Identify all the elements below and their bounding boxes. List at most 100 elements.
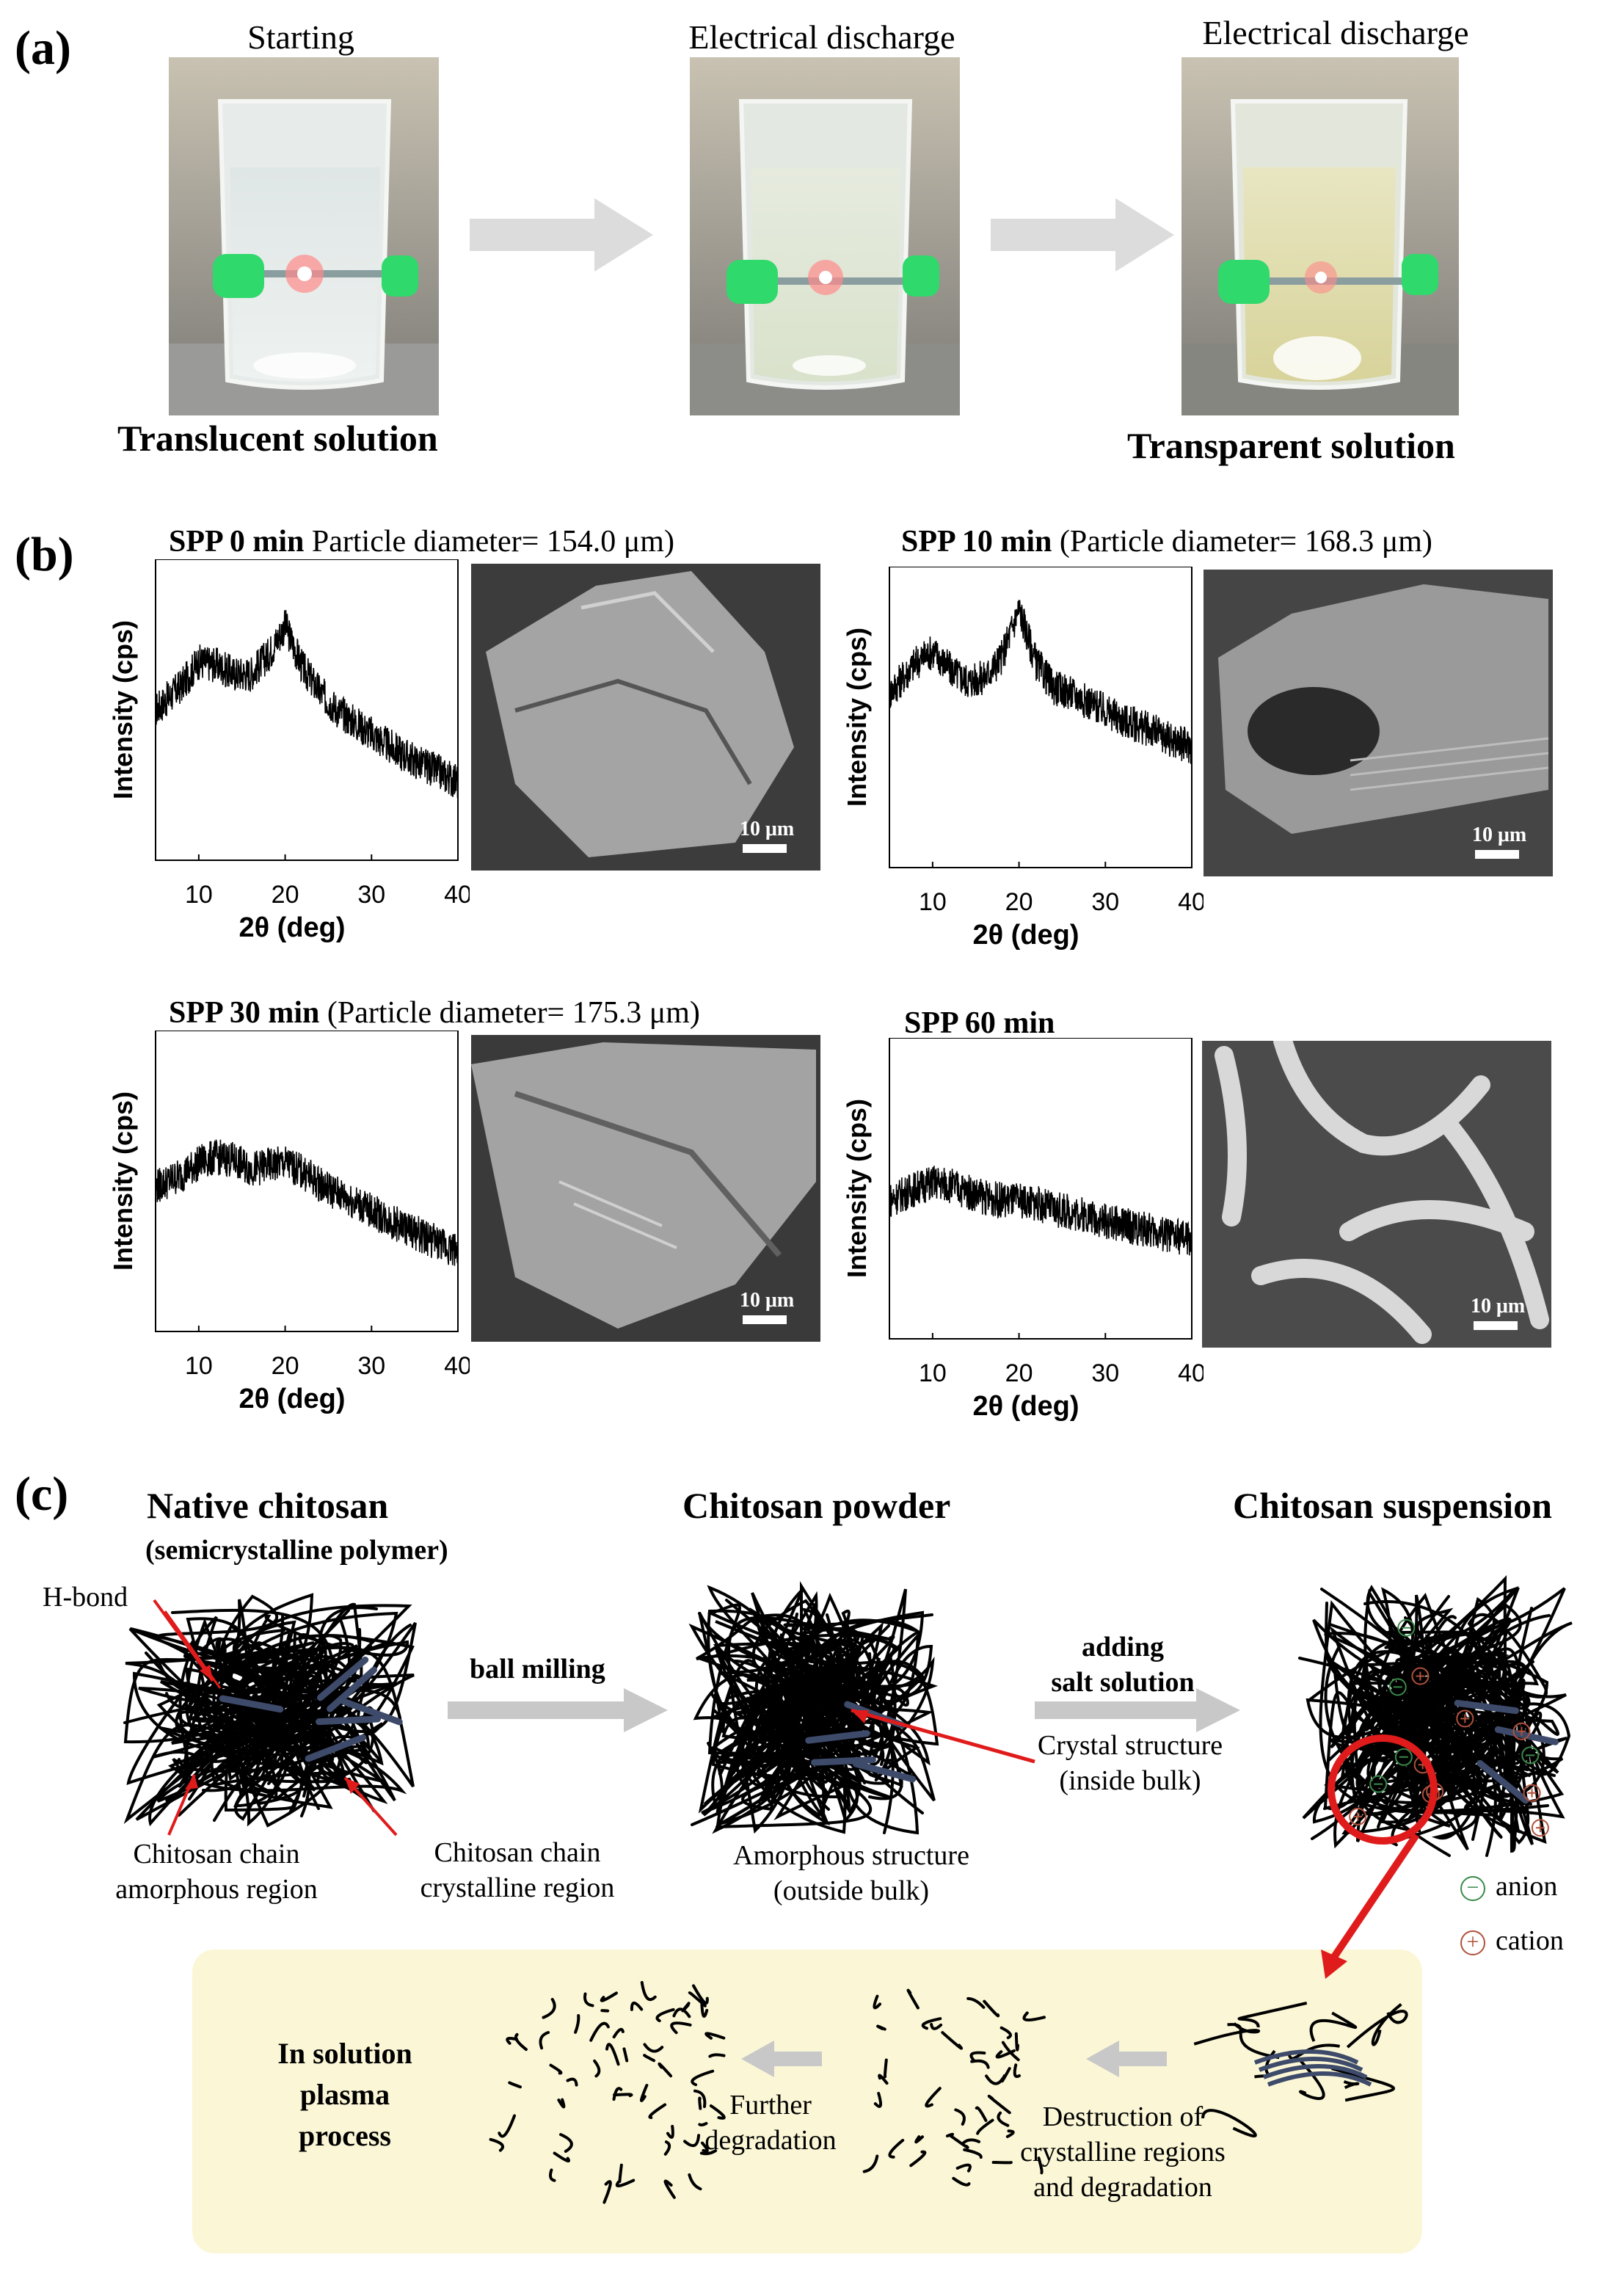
polymer-chain [1343, 2080, 1360, 2090]
anion-icon [1394, 1748, 1413, 1766]
polymer-fragment [704, 2032, 726, 2040]
cation-icon [1523, 1784, 1541, 1802]
polymer-chain [177, 1678, 388, 1804]
x-tick-label: 20 [272, 1352, 299, 1380]
polymer-chain [713, 1639, 866, 1817]
polymer-chain [187, 1649, 360, 1822]
sem-image-0: 10 μm [471, 564, 820, 871]
polymer-fragment [1013, 2063, 1021, 2078]
polymer-fragment [1001, 2041, 1020, 2062]
beaker-photo-30min [690, 57, 960, 415]
polymer-fragment [688, 2173, 702, 2191]
x-tick-label: 40 [1178, 888, 1204, 916]
polymer-fragment [700, 2003, 709, 2018]
x-tick-label: 20 [272, 881, 299, 909]
native-chitosan-blob [123, 1593, 417, 1828]
scale-bar-label-3: 10 μm [1471, 1295, 1526, 1318]
xrd-note-0: Particle diameter= 154.0 μm) [304, 525, 674, 559]
polymer-fragment [514, 2032, 528, 2052]
xrd-series-line [889, 1166, 1192, 1256]
x-tick-label: 10 [185, 1352, 213, 1380]
polymer-fragment [963, 2148, 983, 2159]
amorphous-structure-label: Amorphous structure (outside bulk) [733, 1840, 969, 1906]
polymer-chain [168, 1616, 385, 1801]
h-bond-label: H-bond [43, 1582, 128, 1613]
anion-legend: − anion [1460, 1870, 1557, 1903]
polymer-fragment [658, 2062, 673, 2078]
polymer-chain [1309, 2011, 1358, 2042]
polymer-fragment [640, 2084, 649, 2102]
polymer-fragment [862, 2154, 879, 2173]
xrd-title-3: SPP 60 min [904, 1006, 1055, 1041]
sem-image-1: 10 μm [1204, 570, 1553, 876]
polymer-fragment [709, 2104, 726, 2120]
polymer-fragment [506, 2037, 519, 2045]
crystalline-segment [1476, 1759, 1529, 1804]
x-tick-label: 40 [444, 1352, 470, 1380]
polymer-fragment [941, 2031, 964, 2050]
x-tick-label: 40 [444, 881, 470, 909]
polymer-fragment [559, 2133, 573, 2153]
polymer-fragment [962, 2138, 981, 2144]
polymer-fragment [508, 2081, 522, 2089]
xrd-title-0: SPP 0 min Particle diameter= 154.0 μm) [169, 524, 674, 559]
crystalline-segment [341, 1698, 403, 1726]
xrd-chart-0: 10 20 30 40 2θ (deg) Intensity (cps) [108, 559, 470, 943]
crystalline-region-zoom [1193, 2002, 1408, 2137]
beaker-photo-starting [169, 57, 439, 415]
xrd-series-line [889, 599, 1192, 764]
polymer-chain [152, 1642, 357, 1798]
polymer-fragment [948, 2134, 969, 2149]
polymer-fragment [976, 2118, 994, 2135]
crystalline-segment [316, 1715, 382, 1726]
x-axis-label: 2θ (deg) [972, 1391, 1079, 1422]
y-axis-label: Intensity (cps) [842, 1099, 872, 1278]
polymer-fragment [663, 2140, 671, 2156]
plot-frame [889, 1038, 1192, 1340]
scale-bar-label-2: 10 μm [740, 1289, 795, 1312]
polymer-fragment [589, 2021, 610, 2042]
polymer-fragment [670, 2021, 692, 2035]
polymer-fragment [600, 1991, 618, 2002]
chitosan-suspension-title: Chitosan suspension [1233, 1485, 1552, 1526]
polymer-fragment [698, 2096, 702, 2110]
x-tick-label: 10 [919, 1359, 947, 1387]
destruction-label: Destruction of crystalline regions and d… [1020, 2101, 1226, 2203]
polymer-fragment [914, 2135, 925, 2144]
polymer-fragment [612, 2087, 623, 2101]
polymer-chain [1193, 2022, 1261, 2046]
polymer-fragment [600, 2009, 610, 2013]
polymer-chain [1311, 1618, 1539, 1840]
polymer-fragment [643, 2043, 664, 2053]
x-axis-label: 2θ (deg) [238, 1384, 345, 1414]
cation-icon [1531, 1819, 1549, 1837]
polymer-fragment [612, 2027, 625, 2039]
polymer-fragment [952, 2176, 971, 2187]
xrd-title-2: SPP 30 min (Particle diameter= 175.3 μm) [169, 995, 700, 1031]
polymer-fragment [622, 2047, 629, 2063]
x-tick-label: 10 [185, 881, 213, 909]
xrd-sample-1: SPP 10 min [901, 525, 1052, 559]
scale-bar-label-0: 10 μm [740, 818, 795, 840]
crystalline-segment [1258, 2057, 1363, 2072]
crystalline-segment [1253, 2049, 1359, 2065]
polymer-fragment [539, 2031, 550, 2050]
polymer-fragment [969, 2051, 986, 2062]
x-tick-label: 30 [1091, 888, 1119, 916]
polymer-fragment [643, 2054, 656, 2063]
anion-icon [1397, 1618, 1416, 1637]
polymer-fragment [873, 1994, 882, 2010]
process-arrow-1 [470, 198, 653, 275]
polymer-chain [1201, 2109, 1257, 2137]
polymer-fragment [681, 2002, 691, 2013]
chitosan-powder-blob [688, 1581, 939, 1835]
zoom-indicator [1321, 1734, 1438, 1979]
adding-salt-arrow [1035, 1688, 1240, 1732]
xrd-chart-3: 10 20 30 40 2θ (deg) Intensity (cps) [842, 1038, 1204, 1422]
crystalline-segment [305, 1734, 367, 1762]
anion-label: anion [1496, 1871, 1558, 1902]
x-axis-label: 2θ (deg) [238, 912, 345, 943]
crystalline-segment [811, 1756, 876, 1766]
anion-icon [1521, 1746, 1540, 1765]
crystalline-region-label: Chitosan chain crystalline region [420, 1837, 615, 1903]
